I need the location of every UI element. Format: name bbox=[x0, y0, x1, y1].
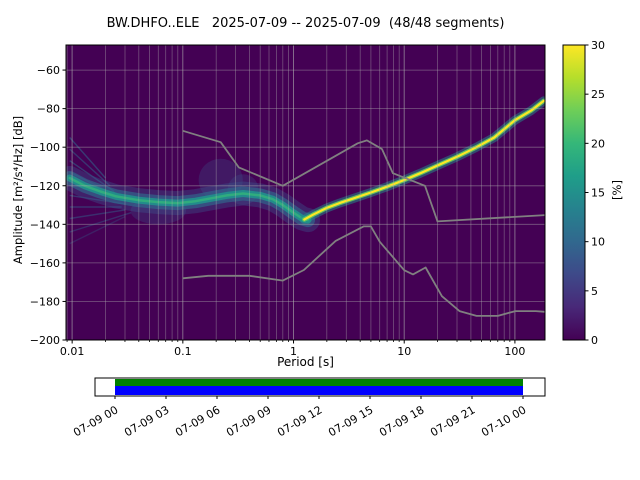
colorbar-gradient bbox=[563, 45, 585, 340]
colorbar-tick-label: 0 bbox=[591, 334, 598, 347]
y-tick-label: −180 bbox=[30, 295, 60, 308]
y-tick-label: −160 bbox=[30, 257, 60, 270]
x-tick-label: 0.01 bbox=[60, 345, 85, 358]
coverage-data-bar bbox=[115, 386, 523, 395]
colorbar-label: [%] bbox=[610, 180, 624, 200]
coverage-tick-label: 07-09 15 bbox=[326, 403, 375, 439]
coverage-tick-label: 07-09 21 bbox=[428, 403, 477, 439]
coverage-tick-label: 07-09 12 bbox=[275, 403, 324, 439]
x-tick-label: 100 bbox=[504, 345, 525, 358]
x-axis-label: Period [s] bbox=[277, 355, 334, 369]
psd-streak bbox=[69, 215, 126, 245]
axes-frame bbox=[65, 44, 546, 341]
coverage-tick-label: 07-09 06 bbox=[173, 403, 222, 439]
y-tick-label: −60 bbox=[37, 64, 60, 77]
x-tick-label: 0.1 bbox=[174, 345, 192, 358]
psd-streak bbox=[69, 137, 107, 179]
ppsd-histogram-background bbox=[66, 45, 545, 340]
coverage-tick-label: 07-09 09 bbox=[224, 403, 273, 439]
y-tick-label: −100 bbox=[30, 141, 60, 154]
colorbar-tick-label: 25 bbox=[591, 88, 605, 101]
x-tick-label: 1 bbox=[290, 345, 297, 358]
coverage-tick-label: 07-09 03 bbox=[122, 403, 171, 439]
ppsd-plot-area bbox=[66, 45, 545, 340]
coverage-tick-label: 07-09 18 bbox=[377, 403, 426, 439]
psd-bright-line bbox=[303, 99, 545, 221]
y-tick-label: −80 bbox=[37, 103, 60, 116]
psd-streak bbox=[69, 148, 111, 187]
y-tick-label: −120 bbox=[30, 180, 60, 193]
y-tick-label: −200 bbox=[30, 334, 60, 347]
grid bbox=[66, 45, 545, 341]
y-axis-label: Amplitude [m²/s⁴/Hz] [dB] bbox=[11, 115, 25, 265]
coverage-tick-label: 07-09 00 bbox=[71, 403, 120, 439]
colorbar-tick-label: 20 bbox=[591, 137, 605, 150]
noise-model-nlnm bbox=[182, 225, 546, 317]
x-tick-label: 10 bbox=[397, 345, 411, 358]
coverage-tick-label: 07-10 00 bbox=[479, 403, 528, 439]
coverage-kept-bar bbox=[115, 379, 523, 386]
psd-streak bbox=[69, 212, 132, 233]
colorbar-tick-label: 10 bbox=[591, 236, 605, 249]
psd-streak bbox=[69, 209, 126, 220]
colorbar-tick-label: 5 bbox=[591, 285, 598, 298]
y-tick-label: −140 bbox=[30, 218, 60, 231]
colorbar-tick-label: 30 bbox=[591, 39, 605, 52]
noise-model-nhnm bbox=[182, 129, 546, 223]
colorbar-tick-label: 15 bbox=[591, 187, 605, 200]
psd-mode-band bbox=[68, 176, 310, 222]
figure-title: BW.DHFO..ELE 2025-07-09 -- 2025-07-09 (4… bbox=[106, 16, 505, 31]
